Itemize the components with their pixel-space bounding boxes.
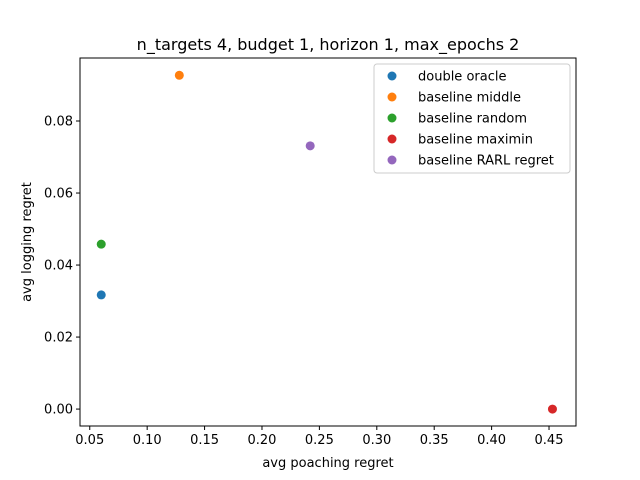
y-axis-label: avg logging regret [20, 182, 35, 302]
y-tick-label: 0.06 [44, 187, 73, 202]
legend-label: baseline middle [418, 91, 521, 106]
legend-marker [387, 155, 397, 165]
x-tick-label: 0.05 [75, 433, 104, 448]
legend-marker [387, 92, 397, 102]
legend-label: baseline RARL regret [418, 154, 554, 169]
y-tick-label: 0.02 [44, 331, 73, 346]
plot-area [79, 57, 577, 427]
plot-frame [79, 57, 577, 427]
data-points [96, 70, 557, 414]
data-point [96, 290, 106, 300]
x-tick-label: 0.25 [305, 433, 334, 448]
legend-marker [387, 113, 397, 123]
data-point [174, 70, 184, 80]
x-axis-label: avg poaching regret [262, 456, 393, 471]
x-tick-label: 0.10 [133, 433, 162, 448]
y-tick-label: 0.04 [44, 259, 73, 274]
data-point [96, 239, 106, 249]
legend-label: double oracle [418, 70, 506, 85]
x-axis: 0.05 0.10 0.15 0.20 0.25 0.30 0.35 0.40 0.45 [75, 426, 563, 448]
legend-label: baseline maximin [418, 133, 533, 148]
legend-marker [387, 71, 397, 81]
chart-title: n_targets 4, budget 1, horizon 1, max_ep… [137, 35, 520, 55]
x-tick-label: 0.45 [535, 433, 564, 448]
y-tick-label: 0.08 [44, 115, 73, 130]
x-tick-label: 0.35 [420, 433, 449, 448]
x-tick-label: 0.20 [248, 433, 277, 448]
x-tick-label: 0.30 [362, 433, 391, 448]
y-axis: 0.00 0.02 0.04 0.06 0.08 [44, 115, 80, 418]
data-point [305, 141, 315, 151]
x-tick-label: 0.40 [477, 433, 506, 448]
x-tick-label: 0.15 [190, 433, 219, 448]
y-tick-label: 0.00 [44, 403, 73, 418]
legend-box [373, 63, 571, 174]
legend: double oracle baseline middle baseline ran… [373, 63, 571, 174]
legend-label: baseline random [418, 112, 527, 127]
legend-marker [387, 134, 397, 144]
data-point [547, 404, 557, 414]
